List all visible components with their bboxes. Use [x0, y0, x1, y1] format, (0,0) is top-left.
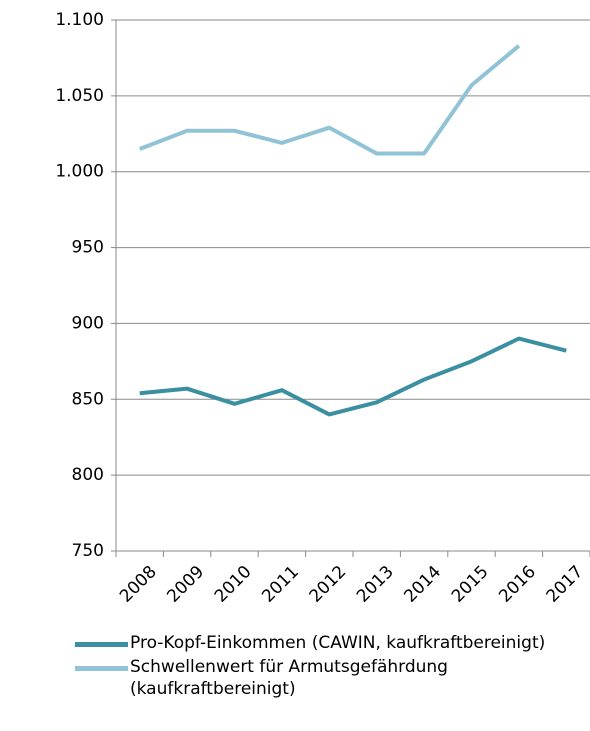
series-line	[139, 336, 567, 417]
legend-item: Schwellenwert für Armutsgefährdung (kauf…	[75, 656, 555, 700]
y-tick-label: 1.050	[55, 86, 104, 106]
y-tick-label: 800	[72, 465, 104, 485]
x-tick-label: 2009	[163, 562, 208, 607]
y-tick-label: 750	[72, 541, 104, 561]
x-tick-label: 2015	[448, 562, 493, 607]
x-tick-label: 2008	[116, 562, 161, 607]
x-tick-label: 2012	[306, 562, 351, 607]
y-tick-label: 950	[72, 238, 104, 258]
x-tick-label: 2016	[495, 562, 540, 607]
x-tick-label: 2014	[400, 562, 445, 607]
x-tick-label: 2017	[543, 562, 588, 607]
legend-swatch	[75, 642, 128, 647]
legend-swatch	[75, 666, 128, 671]
x-tick-label: 2013	[353, 562, 398, 607]
legend-item: Pro-Kopf-Einkommen (CAWIN, kaufkraftbere…	[75, 632, 555, 654]
legend: Pro-Kopf-Einkommen (CAWIN, kaufkraftbere…	[75, 632, 555, 702]
y-tick-label: 850	[72, 389, 104, 409]
y-tick-label: 1.100	[55, 10, 104, 30]
series-line	[138, 44, 521, 156]
x-tick-label: 2011	[258, 562, 303, 607]
legend-label: Schwellenwert für Armutsgefährdung (kauf…	[130, 657, 448, 699]
y-tick-label: 1.000	[55, 162, 104, 182]
y-tick-label: 900	[72, 313, 104, 333]
x-tick-label: 2010	[211, 562, 256, 607]
legend-label: Pro-Kopf-Einkommen (CAWIN, kaufkraftbere…	[130, 633, 546, 653]
